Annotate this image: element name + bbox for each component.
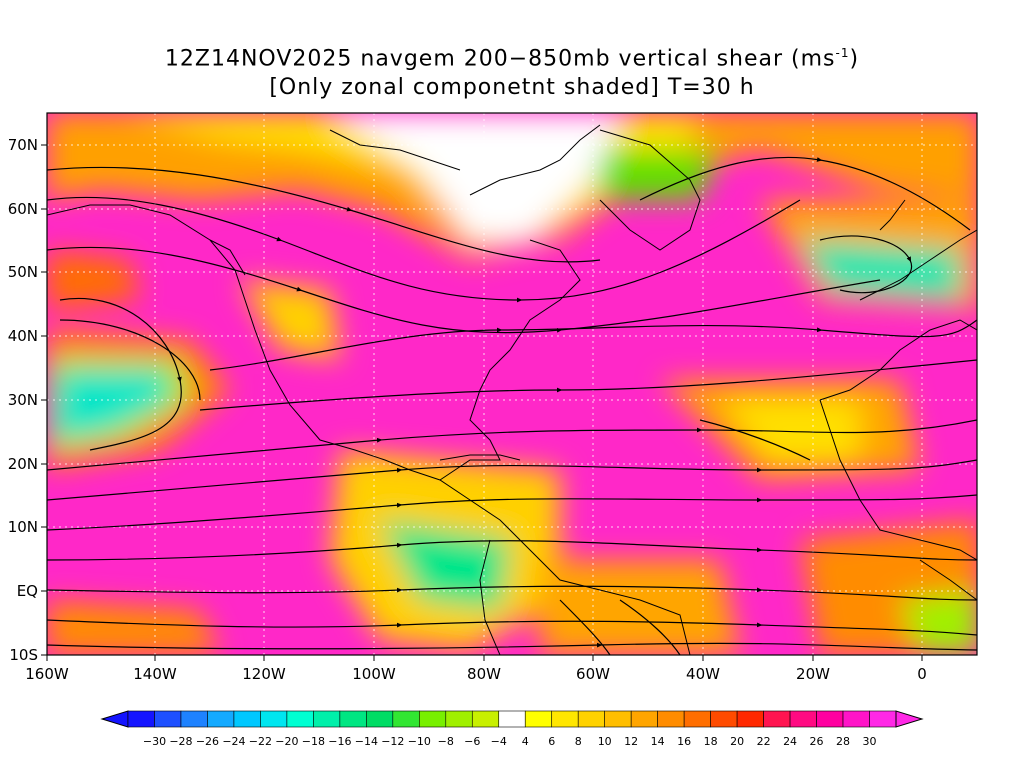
colorbar-swatch <box>233 710 261 728</box>
colorbar-tick-label: −18 <box>302 735 325 748</box>
colorbar-swatch <box>551 710 579 728</box>
colorbar-tick-label: −6 <box>464 735 480 748</box>
colorbar-swatch <box>286 710 314 728</box>
colorbar-swatch <box>392 710 420 728</box>
lon-label: 100W <box>352 665 396 683</box>
colorbar-tick-label: −14 <box>355 735 378 748</box>
lat-label: 10S <box>9 646 38 664</box>
colorbar-tick-label: 12 <box>624 735 638 748</box>
colorbar-swatch <box>313 710 341 728</box>
colorbar-swatch <box>154 710 182 728</box>
lat-label: 50N <box>8 263 38 281</box>
colorbar-tick-label: −22 <box>249 735 272 748</box>
colorbar-tick-label: 20 <box>730 735 744 748</box>
colorbar-swatch <box>630 710 658 728</box>
colorbar-swatch <box>524 710 553 728</box>
colorbar-tick-label: 10 <box>598 735 612 748</box>
colorbar-swatch <box>842 710 870 728</box>
colorbar-tick-label: 22 <box>757 735 771 748</box>
colorbar-min-arrow <box>100 710 129 728</box>
streamlines <box>47 156 977 655</box>
colorbar-tick-label: −12 <box>381 735 404 748</box>
lon-label: 160W <box>25 665 69 683</box>
colorbar-tick-label: −4 <box>491 735 507 748</box>
colorbar-tick-label: 18 <box>704 735 718 748</box>
lon-label: 0 <box>917 665 927 683</box>
colorbar-swatch <box>366 710 394 728</box>
colorbar-swatch <box>471 710 500 728</box>
lat-label: 60N <box>8 200 38 218</box>
colorbar-swatch <box>498 710 526 728</box>
colorbar-tick-label: −16 <box>328 735 351 748</box>
colorbar: −30 −28 −26 −24 −22 −20 −18 −16 −14 −12 −10 −8 −6 −4 4… <box>100 710 924 748</box>
lon-label: 120W <box>242 665 286 683</box>
colorbar-swatch <box>260 710 288 728</box>
colorbar-swatch <box>789 710 817 728</box>
lat-label: 70N <box>8 136 38 154</box>
lat-label: 20N <box>8 455 38 473</box>
colorbar-swatch <box>207 710 235 728</box>
colorbar-tick-label: 8 <box>575 735 582 748</box>
lon-label: 20W <box>796 665 830 683</box>
colorbar-swatch <box>869 710 897 728</box>
lon-label: 80W <box>467 665 501 683</box>
colorbar-tick-label: 4 <box>522 735 529 748</box>
title-text: 12Z14NOV2025 navgem 200−850mb vertical s… <box>164 46 836 72</box>
colorbar-swatch <box>127 710 155 728</box>
title-unit-superscript: -1 <box>835 46 850 60</box>
chart-title-line2: [Only zonal componetnt shaded] T=30 h <box>269 75 755 100</box>
colorbar-tick-label: −24 <box>222 735 245 748</box>
colorbar-tick-label: 30 <box>863 735 877 748</box>
colorbar-swatch <box>180 710 208 728</box>
colorbar-swatch <box>683 710 711 728</box>
colorbar-tick-label: 6 <box>548 735 555 748</box>
lat-label: EQ <box>17 582 38 600</box>
lon-label: 60W <box>576 665 610 683</box>
shaded-field <box>47 113 977 655</box>
lon-label: 40W <box>686 665 720 683</box>
colorbar-tick-label: −28 <box>169 735 192 748</box>
colorbar-swatch <box>604 710 632 728</box>
colorbar-swatch <box>577 710 605 728</box>
lon-label: 140W <box>133 665 177 683</box>
lat-label: 30N <box>8 391 38 409</box>
colorbar-tick-label: 24 <box>783 735 797 748</box>
colorbar-tick-label: 16 <box>677 735 691 748</box>
colorbar-swatch <box>710 710 738 728</box>
colorbar-tick-label: −26 <box>196 735 219 748</box>
map-frame <box>46 112 978 656</box>
title-text-end: ) <box>849 46 860 72</box>
colorbar-swatch <box>657 710 685 728</box>
colorbar-tick-label: 26 <box>810 735 824 748</box>
colorbar-swatch <box>445 710 473 728</box>
chart-title-line1: 12Z14NOV2025 navgem 200−850mb vertical s… <box>0 46 1024 71</box>
colorbar-swatch <box>763 710 791 728</box>
colorbar-tick-label: −20 <box>275 735 298 748</box>
colorbar-swatch <box>419 710 447 728</box>
colorbar-swatch <box>339 710 367 728</box>
colorbar-swatch <box>736 710 764 728</box>
lat-label: 10N <box>8 518 38 536</box>
colorbar-max-arrow <box>895 710 924 728</box>
colorbar-tick-label: 14 <box>651 735 665 748</box>
colorbar-tick-label: −30 <box>143 735 166 748</box>
colorbar-tick-label: −8 <box>438 735 454 748</box>
coastlines <box>47 124 977 655</box>
axis-ticks <box>41 144 923 661</box>
colorbar-swatch <box>816 710 844 728</box>
lat-label: 40N <box>8 327 38 345</box>
colorbar-tick-label: −10 <box>408 735 431 748</box>
colorbar-tick-label: 28 <box>836 735 850 748</box>
